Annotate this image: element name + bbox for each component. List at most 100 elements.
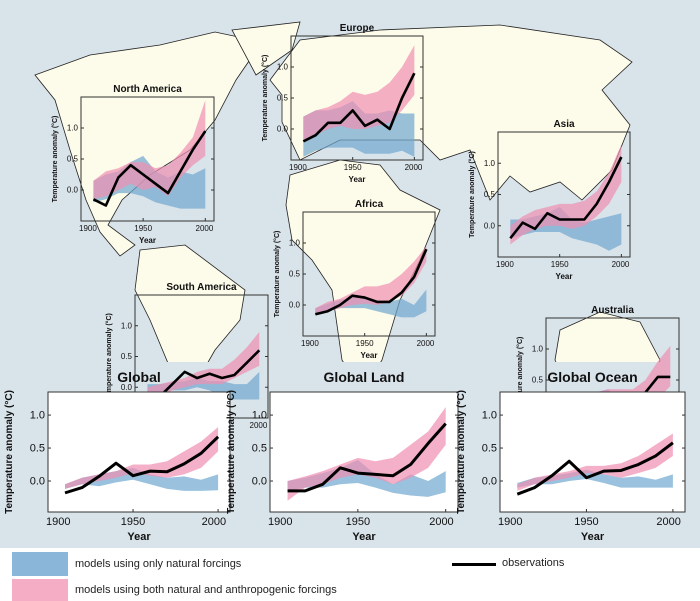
anthropogenic-forcings-band bbox=[65, 426, 219, 489]
panel-title: Global Ocean bbox=[547, 369, 637, 385]
panel-title: Australia bbox=[591, 305, 634, 316]
x-tick-label: 2000 bbox=[405, 163, 423, 172]
x-tick-label: 1950 bbox=[356, 339, 374, 348]
y-tick-label: 0.0 bbox=[289, 301, 301, 310]
anthropogenic-forcings-band bbox=[517, 433, 673, 491]
anthropogenic-forcings-band bbox=[315, 246, 427, 315]
x-tick-label: 2000 bbox=[429, 516, 453, 528]
y-tick-label: 0.0 bbox=[482, 476, 497, 488]
plot-frame bbox=[499, 391, 686, 513]
y-axis-label: Temperature anomaly (°C) bbox=[105, 313, 113, 400]
panel-europe: Europe 1900 1950 2000 0.0 0.5 1.0 Year Temperatu… bbox=[261, 23, 424, 184]
observations-line bbox=[516, 441, 674, 496]
y-tick-label: 1.0 bbox=[532, 345, 544, 354]
y-tick-label: 0.5 bbox=[484, 190, 496, 199]
x-tick-label: 1900 bbox=[79, 224, 97, 233]
y-axis-label: Temperature anomaly (°C) bbox=[516, 337, 524, 424]
panel-title: Asia bbox=[553, 119, 575, 130]
y-tick-label: 0.0 bbox=[30, 476, 45, 488]
anthropogenic-forcings-band bbox=[147, 331, 260, 403]
y-tick-label: 0.0 bbox=[484, 221, 496, 230]
y-tick-label: 1.0 bbox=[30, 410, 45, 422]
y-axis-label: Temperature anomaly (°C) bbox=[4, 390, 15, 514]
panel-title: North America bbox=[113, 84, 182, 95]
land-greenland bbox=[231, 21, 301, 76]
x-tick-label: 2000 bbox=[612, 260, 630, 269]
x-tick-label: 1900 bbox=[46, 516, 70, 528]
x-axis-label: Year bbox=[361, 351, 378, 360]
y-tick-label: 0.0 bbox=[277, 125, 289, 134]
y-tick-label: 0.0 bbox=[121, 383, 133, 392]
legend-natural-swatch bbox=[12, 552, 68, 576]
x-tick-label: 1950 bbox=[551, 260, 569, 269]
x-tick-label: 1950 bbox=[574, 516, 598, 528]
y-tick-label: 1.0 bbox=[67, 124, 79, 133]
panel-global-land: Global Land 1900 1950 2000 0.0 0.5 1.0 Year Temp… bbox=[226, 369, 459, 543]
y-axis-label: Temperature anomaly (°C) bbox=[456, 390, 467, 514]
x-tick-label: 2000 bbox=[656, 516, 680, 528]
panel-title: Africa bbox=[355, 199, 384, 210]
x-axis-label: Year bbox=[139, 236, 156, 245]
x-tick-label: 1900 bbox=[498, 516, 522, 528]
observations-line bbox=[147, 349, 261, 398]
y-axis-label: Temperature anomaly (°C) bbox=[261, 55, 269, 142]
observations-line bbox=[92, 130, 207, 207]
y-tick-label: 1.0 bbox=[289, 239, 301, 248]
natural-forcings-band bbox=[147, 371, 260, 400]
x-axis-label: Year bbox=[581, 531, 605, 543]
x-tick-label: 1950 bbox=[121, 516, 145, 528]
x-tick-label: 2000 bbox=[417, 339, 435, 348]
y-tick-label: 0.5 bbox=[67, 155, 79, 164]
anthropogenic-forcings-band bbox=[510, 144, 622, 245]
x-tick-label: 1900 bbox=[268, 516, 292, 528]
x-tick-label: 2000 bbox=[250, 421, 268, 430]
observations-line bbox=[302, 72, 416, 143]
y-tick-label: 0.5 bbox=[532, 376, 544, 385]
y-tick-label: 0.5 bbox=[252, 443, 267, 455]
x-axis-label: Year bbox=[352, 531, 376, 543]
x-tick-label: 1900 bbox=[289, 163, 307, 172]
legend-anthropogenic-swatch bbox=[12, 579, 68, 601]
anthropogenic-forcings-band bbox=[287, 407, 446, 501]
y-tick-label: 0.5 bbox=[289, 270, 301, 279]
y-axis-label: Temperature anomaly (°C) bbox=[226, 390, 237, 514]
y-axis-label: Temperature anomaly (°C) bbox=[51, 116, 59, 203]
observations-line bbox=[64, 435, 220, 495]
land-africa bbox=[285, 159, 441, 393]
y-tick-label: 1.0 bbox=[484, 159, 496, 168]
y-tick-label: 1.0 bbox=[252, 410, 267, 422]
x-tick-label: 2000 bbox=[196, 224, 214, 233]
panel-title: Global Land bbox=[324, 369, 405, 385]
y-tick-label: 0.5 bbox=[121, 352, 133, 361]
y-axis-label: Temperature anomaly (°C) bbox=[273, 231, 281, 318]
anthropogenic-forcings-band bbox=[303, 45, 415, 142]
observations-line bbox=[315, 248, 428, 316]
plot-frame bbox=[269, 391, 459, 513]
legend-anthropogenic-label: models using both natural and anthropoge… bbox=[75, 584, 337, 596]
y-axis-label: Temperature anomaly (°C) bbox=[468, 151, 476, 238]
x-tick-label: 2000 bbox=[202, 516, 226, 528]
panel-global-ocean: Global Ocean 1900 1950 2000 0.0 0.5 1.0 Year Tem… bbox=[456, 369, 686, 543]
y-tick-label: 0.5 bbox=[277, 94, 289, 103]
y-tick-label: 1.0 bbox=[277, 63, 289, 72]
x-tick-label: 1950 bbox=[344, 163, 362, 172]
y-tick-label: 0.0 bbox=[67, 186, 79, 195]
x-tick-label: 1950 bbox=[346, 516, 370, 528]
observations-line bbox=[287, 422, 447, 493]
y-tick-label: 0.5 bbox=[482, 443, 497, 455]
natural-forcings-band bbox=[517, 469, 673, 488]
plot-frame bbox=[47, 391, 231, 513]
panel-title: Europe bbox=[340, 23, 375, 34]
legend-observations-line bbox=[452, 563, 496, 566]
x-tick-label: 1900 bbox=[301, 339, 319, 348]
y-tick-label: 1.0 bbox=[482, 410, 497, 422]
x-axis-label: Year bbox=[349, 175, 366, 184]
x-tick-label: 1950 bbox=[134, 224, 152, 233]
x-tick-label: 1900 bbox=[496, 260, 514, 269]
legend: models using only natural forcings model… bbox=[0, 548, 700, 601]
panel-north-america: North America 1900 1950 2000 0.0 0.5 1.0 Year Te… bbox=[51, 84, 215, 245]
y-tick-label: 0.5 bbox=[30, 443, 45, 455]
panel-africa: Africa 1900 1950 2000 0.0 0.5 1.0 Year Temperatu… bbox=[273, 199, 436, 360]
